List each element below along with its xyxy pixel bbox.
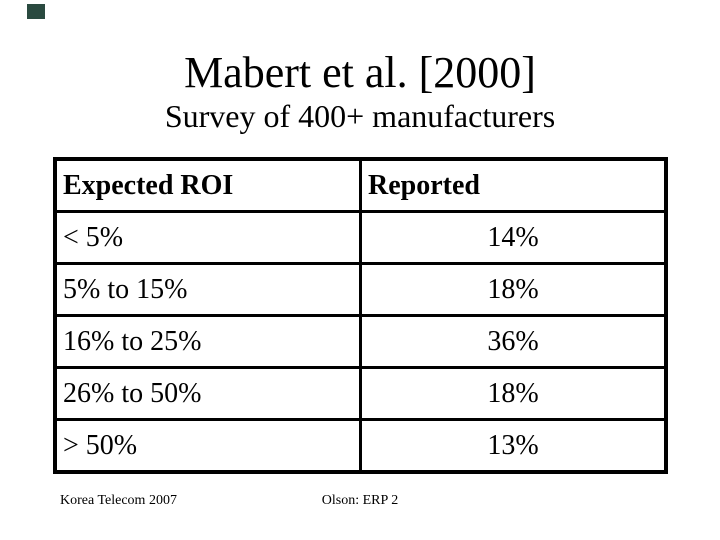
- expected-roi-cell: < 5%: [53, 210, 362, 265]
- table-row: < 5% 14%: [53, 210, 668, 265]
- roi-table: Expected ROI Reported < 5% 14% 5% to 15%…: [53, 157, 668, 474]
- table-row: 5% to 15% 18%: [53, 262, 668, 317]
- table-header-reported: Reported: [359, 157, 668, 213]
- expected-roi-cell: 26% to 50%: [53, 366, 362, 421]
- table-row: 26% to 50% 18%: [53, 366, 668, 421]
- expected-roi-cell: > 50%: [53, 418, 362, 474]
- table-row: > 50% 13%: [53, 418, 668, 474]
- table-header-row: Expected ROI Reported: [53, 157, 668, 213]
- reported-value-cell: 18%: [359, 262, 668, 317]
- logo-square-icon: [27, 4, 45, 19]
- slide-title: Mabert et al. [2000]: [184, 48, 536, 97]
- slide-subtitle: Survey of 400+ manufacturers: [164, 98, 556, 134]
- table-row: 16% to 25% 36%: [53, 314, 668, 369]
- table-header-expected-roi: Expected ROI: [53, 157, 362, 213]
- reported-value-cell: 14%: [359, 210, 668, 265]
- footer-left-text: Korea Telecom 2007: [60, 493, 177, 508]
- expected-roi-cell: 16% to 25%: [53, 314, 362, 369]
- reported-value-cell: 36%: [359, 314, 668, 369]
- reported-value-cell: 13%: [359, 418, 668, 474]
- reported-value-cell: 18%: [359, 366, 668, 421]
- expected-roi-cell: 5% to 15%: [53, 262, 362, 317]
- footer-center-text: Olson: ERP 2: [321, 493, 399, 508]
